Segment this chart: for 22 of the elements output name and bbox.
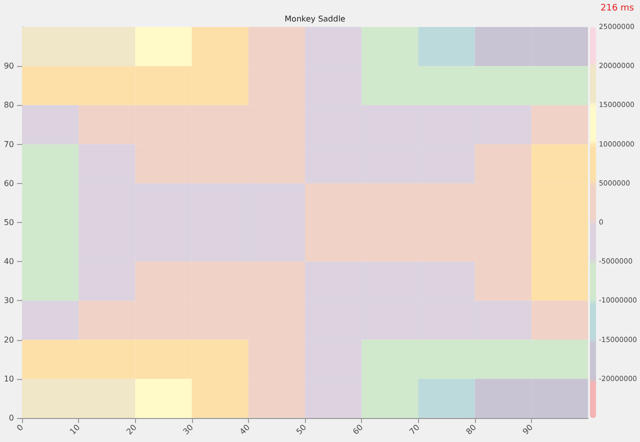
- y-tick-label: 70: [4, 140, 14, 149]
- x-tick-label: 0: [15, 422, 26, 433]
- y-tick-label: 10: [4, 374, 14, 384]
- y-tick-label: 80: [4, 100, 14, 110]
- y-tick-label: 0: [8, 414, 14, 422]
- x-tick-label: 40: [238, 422, 252, 436]
- x-tick-label: 70: [408, 422, 422, 436]
- y-tick-label: 30: [4, 296, 14, 306]
- x-tick-label: 20: [124, 422, 138, 436]
- y-tick-label: 40: [4, 257, 14, 266]
- text: 216 ms: [600, 4, 634, 14]
- y-tick-label: 90: [4, 62, 14, 71]
- x-tick-label: 50: [294, 422, 308, 436]
- chart-title: Monkey Saddle: [284, 14, 346, 24]
- x-tick-label: 60: [351, 422, 365, 436]
- x-tick-label: 90: [521, 422, 535, 436]
- y-tick-label: 60: [4, 178, 14, 188]
- x-tick-label: 10: [68, 422, 82, 436]
- y-tick-label: 50: [4, 218, 14, 227]
- x-tick-label: 80: [464, 422, 478, 436]
- x-tick-label: 30: [181, 422, 195, 436]
- y-tick-label: 20: [4, 335, 14, 344]
